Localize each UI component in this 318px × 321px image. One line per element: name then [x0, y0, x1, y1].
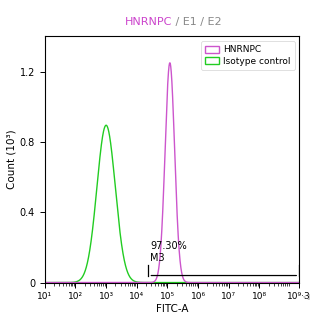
Text: HNRNPC: HNRNPC [125, 17, 172, 27]
Text: / E1 / E2: / E1 / E2 [172, 17, 222, 27]
Text: M3: M3 [150, 253, 164, 263]
X-axis label: FITC-A: FITC-A [156, 304, 188, 314]
Legend: HNRNPC, Isotype control: HNRNPC, Isotype control [201, 41, 295, 70]
Text: ◁: ◁ [302, 292, 309, 301]
Y-axis label: Count (10³): Count (10³) [7, 130, 17, 189]
Text: 97.30%: 97.30% [150, 241, 187, 251]
